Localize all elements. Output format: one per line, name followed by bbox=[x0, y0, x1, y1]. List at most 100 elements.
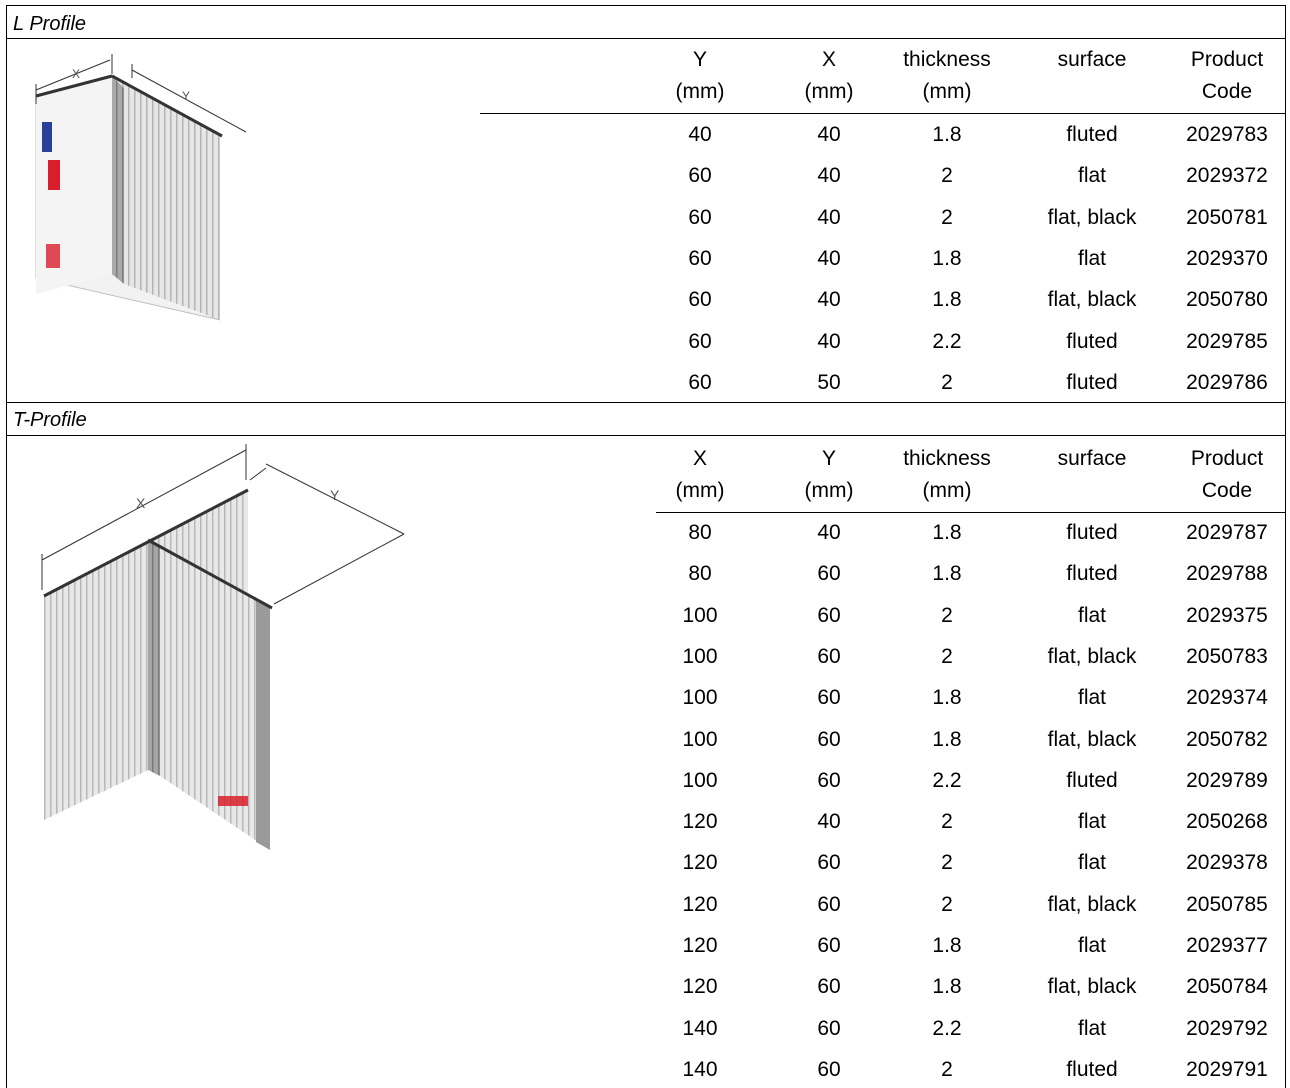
table-cell: 1.8 bbox=[932, 123, 962, 146]
table-cell: fluted bbox=[1066, 123, 1118, 146]
l-profile-header-4-line1: Product bbox=[1190, 48, 1264, 71]
l-profile-header-2-line1: thickness bbox=[903, 48, 991, 71]
l-profile-header-1-line2: (mm) bbox=[804, 80, 854, 103]
table-cell: 2 bbox=[941, 205, 953, 229]
table-cell: 2029785 bbox=[1186, 329, 1268, 353]
table-cell: 60 bbox=[817, 562, 841, 586]
table-cell: 2 bbox=[941, 1057, 953, 1081]
table-cell: 1.8 bbox=[932, 934, 962, 957]
t-profile-title: T-Profile bbox=[13, 409, 87, 431]
table-cell: 2029370 bbox=[1186, 246, 1268, 270]
table-cell: 1.8 bbox=[932, 288, 962, 312]
l-diagram-y-label: Y bbox=[182, 89, 190, 103]
brand-logo-small-mark bbox=[46, 244, 60, 268]
table-cell: 100 bbox=[682, 768, 718, 792]
l-profile-title: L Profile bbox=[13, 13, 87, 35]
table-cell: 140 bbox=[682, 1016, 718, 1040]
table-cell: 2050784 bbox=[1186, 975, 1268, 999]
table-cell: flat, black bbox=[1047, 892, 1137, 916]
table-cell: 40 bbox=[817, 521, 841, 544]
table-cell: 60 bbox=[817, 1016, 841, 1040]
l-profile-header-1-line1: X bbox=[821, 48, 836, 71]
table-cell: 140 bbox=[682, 1057, 718, 1081]
table-cell: 2029788 bbox=[1186, 562, 1268, 586]
table-cell: 2 bbox=[941, 892, 953, 916]
table-cell: 60 bbox=[688, 205, 712, 229]
table-cell: 2050785 bbox=[1186, 892, 1268, 916]
table-cell: 2 bbox=[941, 810, 953, 834]
table-cell: flat bbox=[1077, 851, 1106, 875]
table-cell: flat, black bbox=[1047, 288, 1137, 312]
table-cell: 40 bbox=[817, 205, 841, 229]
l-profile-header-rule bbox=[480, 113, 1286, 114]
t-profile-header-4-line2: Code bbox=[1201, 479, 1253, 502]
table-cell: 2029792 bbox=[1186, 1016, 1268, 1040]
section-divider bbox=[6, 402, 1286, 403]
table-cell: 2.2 bbox=[932, 1016, 962, 1040]
table-cell: 2029787 bbox=[1186, 521, 1268, 544]
table-cell: flat bbox=[1077, 246, 1106, 270]
table-cell: 1.8 bbox=[932, 975, 962, 999]
table-cell: 40 bbox=[688, 123, 712, 146]
table-cell: flat bbox=[1077, 164, 1106, 188]
table-cell: 60 bbox=[688, 164, 712, 188]
table-cell: 50 bbox=[817, 370, 841, 394]
table-cell: flat bbox=[1077, 603, 1106, 627]
table-cell: 1.8 bbox=[932, 686, 962, 710]
table-cell: 2029786 bbox=[1186, 370, 1268, 394]
table-cell: 40 bbox=[817, 246, 841, 270]
table-cell: 60 bbox=[817, 892, 841, 916]
l-profile-diagram: X Y bbox=[35, 54, 247, 321]
table-cell: fluted bbox=[1066, 768, 1118, 792]
table-cell: 80 bbox=[688, 562, 712, 586]
table-cell: 2050782 bbox=[1186, 727, 1268, 751]
table-cell: 60 bbox=[817, 975, 841, 999]
l-profile-header-0-line1: Y bbox=[692, 48, 707, 71]
table-cell: flat bbox=[1077, 1016, 1106, 1040]
table-cell: 2050781 bbox=[1186, 205, 1268, 229]
l-profile-title-divider bbox=[6, 38, 1286, 39]
table-cell: 40 bbox=[817, 288, 841, 312]
t-profile-header-2-line2: (mm) bbox=[922, 479, 972, 502]
table-cell: 2 bbox=[941, 164, 953, 188]
table-cell: 2029789 bbox=[1186, 768, 1268, 792]
table-cell: 2029375 bbox=[1186, 603, 1268, 627]
table-cell: flat, black bbox=[1047, 644, 1137, 668]
l-diagram-x-label: X bbox=[72, 67, 80, 81]
t-profile-header-0-line2: (mm) bbox=[675, 479, 725, 502]
table-cell: fluted bbox=[1066, 1057, 1118, 1081]
table-cell: fluted bbox=[1066, 370, 1118, 394]
t-profile-header-1-line1: Y bbox=[821, 447, 836, 470]
table-cell: 40 bbox=[817, 810, 841, 834]
table-cell: 1.8 bbox=[932, 562, 962, 586]
table-cell: 120 bbox=[682, 851, 718, 875]
table-cell: 2029372 bbox=[1186, 164, 1268, 188]
brand-logo-red-mark bbox=[218, 796, 248, 806]
table-cell: 100 bbox=[682, 727, 718, 751]
t-profile-title-divider bbox=[6, 435, 1286, 436]
table-cell: 2050268 bbox=[1186, 810, 1268, 834]
table-cell: 2029378 bbox=[1186, 851, 1268, 875]
t-profile-diagram: X Y bbox=[41, 444, 405, 850]
table-cell: 60 bbox=[817, 1057, 841, 1081]
t-profile-header-0-line1: X bbox=[692, 447, 707, 470]
table-cell: fluted bbox=[1066, 562, 1118, 586]
table-cell: 60 bbox=[817, 644, 841, 668]
table-cell: 2050780 bbox=[1186, 288, 1268, 312]
table-cell: 60 bbox=[688, 370, 712, 394]
l-profile-header-0-line2: (mm) bbox=[675, 80, 725, 103]
table-cell: 2.2 bbox=[932, 768, 962, 792]
table-cell: 2 bbox=[941, 370, 953, 394]
table-cell: 120 bbox=[682, 934, 718, 957]
table-cell: 40 bbox=[817, 329, 841, 353]
t-profile-header-3-line1: surface bbox=[1057, 447, 1127, 470]
table-cell: 100 bbox=[682, 686, 718, 710]
table-cell: flat, black bbox=[1047, 205, 1137, 229]
brand-logo-red-mark bbox=[48, 160, 60, 190]
table-cell: 40 bbox=[817, 164, 841, 188]
table-cell: 60 bbox=[817, 603, 841, 627]
table-cell: fluted bbox=[1066, 521, 1118, 544]
t-diagram-y-label: Y bbox=[330, 487, 340, 503]
table-cell: 60 bbox=[688, 288, 712, 312]
table-cell: 80 bbox=[688, 521, 712, 544]
